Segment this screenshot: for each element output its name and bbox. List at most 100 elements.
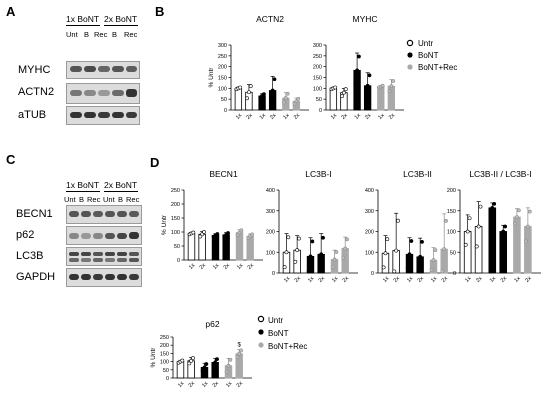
y-tick-label: 200 <box>447 188 456 194</box>
y-tick-label: 300 <box>266 209 275 215</box>
lane-label: B <box>79 195 85 204</box>
data-point <box>405 265 410 270</box>
data-point <box>239 348 243 353</box>
panel-letter-d: D <box>150 155 160 170</box>
blot-label-myhc: MYHC <box>18 64 51 76</box>
y-tick-label: 400 <box>266 188 275 194</box>
y-tick-label: 0 <box>453 271 456 277</box>
bar <box>235 232 244 261</box>
legend-b-bont: BoNT <box>418 51 439 60</box>
data-point <box>433 248 438 253</box>
blot-label-gapdh: GAPDH <box>16 271 56 283</box>
bar <box>282 251 291 274</box>
data-point <box>272 77 277 82</box>
x-tick-label: 2x <box>212 380 221 389</box>
condition-line-1x-a <box>66 25 100 26</box>
lane-label: Rec <box>126 195 140 204</box>
y-tick-label: 50 <box>174 244 180 250</box>
condition-2x-bont-a: 2x BoNT <box>104 14 138 24</box>
data-point <box>334 250 339 254</box>
lane-label: Unt <box>103 195 115 204</box>
y-tick-label: 0 <box>224 108 227 114</box>
x-tick-label: 1x <box>513 275 522 284</box>
y-tick-label: 150 <box>171 216 180 222</box>
x-tick-label: 2x <box>293 112 302 121</box>
data-point <box>237 351 242 356</box>
lane-label: Rec <box>87 195 101 204</box>
x-tick-label: 1x <box>430 275 439 284</box>
blot-strip-atub <box>66 106 140 125</box>
y-axis-label: % Untr <box>161 214 168 235</box>
data-point <box>394 248 399 253</box>
legend-b-bontrec: BoNT+Rec <box>418 63 458 72</box>
data-point <box>391 79 396 83</box>
x-tick-label: 1x <box>307 275 316 284</box>
y-tick-label: 250 <box>313 54 322 60</box>
data-point <box>409 239 414 243</box>
data-point <box>228 357 233 362</box>
legend-b-markers <box>406 39 414 70</box>
condition-line-2x-a <box>104 25 138 26</box>
data-point <box>191 356 195 361</box>
y-tick-label: 300 <box>313 43 322 49</box>
y-tick-label: 50 <box>316 97 322 103</box>
data-point <box>191 230 196 235</box>
y-tick-label: 50 <box>221 97 227 103</box>
y-tick-label: 150 <box>447 209 456 215</box>
y-tick-label: 0 <box>371 271 374 277</box>
data-point <box>488 209 493 214</box>
bar <box>341 248 349 274</box>
data-point <box>332 257 337 262</box>
y-tick-label: 100 <box>160 360 169 366</box>
data-point <box>262 92 266 97</box>
data-point <box>239 228 244 233</box>
lane-label: Unt <box>64 195 76 204</box>
data-point <box>293 259 298 264</box>
y-tick-label: 300 <box>365 209 374 215</box>
bar <box>381 252 390 274</box>
data-point <box>524 239 528 244</box>
data-point <box>515 215 519 219</box>
data-point <box>342 90 346 95</box>
x-tick-label: 2x <box>223 262 232 271</box>
lane-label: B <box>118 195 124 204</box>
data-point <box>226 231 230 235</box>
data-point <box>297 236 301 241</box>
data-point <box>499 234 504 239</box>
x-tick-label: 1x <box>236 262 245 271</box>
condition-1x-bont-a: 1x BoNT <box>66 14 100 24</box>
data-point <box>516 208 521 213</box>
y-tick-label: 200 <box>266 230 275 236</box>
bar <box>211 234 220 261</box>
data-point <box>295 248 300 253</box>
x-tick-label: 1x <box>377 112 386 121</box>
data-point <box>247 90 251 95</box>
data-point <box>340 94 344 99</box>
x-tick-label: 1x <box>225 380 234 389</box>
legend-b-untr: Untr <box>418 39 434 48</box>
x-tick-label: 1x <box>282 112 291 121</box>
y-tick-label: 50 <box>450 250 456 256</box>
bar <box>440 248 448 274</box>
y-tick-label: 0 <box>166 376 169 382</box>
data-point <box>268 99 273 104</box>
y-axis-label: % Untr <box>208 67 215 88</box>
blot-strip-becn1 <box>66 205 142 224</box>
y-tick-label: 250 <box>160 335 169 341</box>
data-point <box>343 87 348 92</box>
y-tick-label: 100 <box>313 86 322 92</box>
blot-strip-p62 <box>66 226 142 245</box>
data-point <box>380 83 385 88</box>
data-point <box>429 268 434 272</box>
x-tick-label: 1x <box>283 275 292 284</box>
data-point <box>363 94 368 99</box>
chart-title: MYHC <box>352 14 377 24</box>
lane-label: Unt <box>66 30 78 39</box>
data-point <box>250 232 254 237</box>
x-tick-label: 2x <box>475 275 484 284</box>
x-tick-label: 1x <box>177 380 186 389</box>
data-point <box>355 68 359 73</box>
data-point <box>238 85 243 90</box>
x-tick-label: 2x <box>393 275 402 284</box>
data-point <box>341 255 346 260</box>
